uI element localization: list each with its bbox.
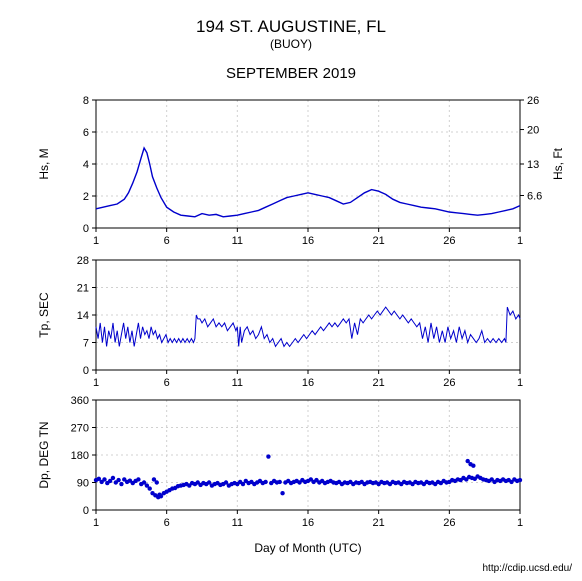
- xtick-label: 21: [373, 517, 385, 529]
- footer-url: http://cdip.ucsd.edu/: [482, 563, 572, 574]
- ytick-right-label: 20: [527, 125, 539, 137]
- ytick-label: 180: [71, 450, 89, 462]
- panel3-point: [280, 491, 284, 495]
- ytick-label: 28: [77, 255, 89, 267]
- panel3-point: [136, 477, 140, 481]
- ytick-label: 90: [77, 478, 89, 490]
- ytick-label: 21: [77, 283, 89, 295]
- ytick-label: 7: [83, 338, 89, 350]
- ytick-label: 8: [83, 95, 89, 107]
- panel3-point: [471, 463, 475, 467]
- panel3-point: [266, 454, 270, 458]
- xtick-label: 16: [302, 517, 314, 529]
- xtick-label: 1: [517, 235, 523, 247]
- yaxis-left-label: Tp, SEC: [37, 292, 51, 338]
- panel3-point: [111, 476, 115, 480]
- panel3-point: [119, 482, 123, 486]
- xtick-label: 6: [164, 235, 170, 247]
- xtick-label: 6: [164, 377, 170, 389]
- ytick-label: 6: [83, 127, 89, 139]
- xtick-label: 21: [373, 235, 385, 247]
- xtick-label: 26: [443, 517, 455, 529]
- xtick-label: 26: [443, 377, 455, 389]
- xtick-label: 16: [302, 377, 314, 389]
- panel3-point: [155, 480, 159, 484]
- chart-subtitle: (BUOY): [270, 37, 312, 51]
- panel3-point: [148, 486, 152, 490]
- panel3-point: [102, 477, 106, 481]
- chart-month: SEPTEMBER 2019: [226, 65, 356, 82]
- xtick-label: 1: [93, 517, 99, 529]
- panel3-point: [278, 480, 282, 484]
- xtick-label: 26: [443, 235, 455, 247]
- panel3-point: [116, 478, 120, 482]
- xtick-label: 1: [93, 377, 99, 389]
- ytick-label: 270: [71, 423, 89, 435]
- xtick-label: 11: [232, 377, 243, 389]
- xtick-label: 1: [517, 517, 523, 529]
- ytick-label: 0: [83, 505, 89, 517]
- yaxis-left-label: Dp, DEG TN: [37, 421, 51, 488]
- ytick-label: 4: [83, 159, 89, 171]
- ytick-right-label: 13: [527, 159, 539, 171]
- ytick-label: 0: [83, 365, 89, 377]
- ytick-right-label: 26: [527, 95, 539, 107]
- xtick-label: 1: [93, 235, 99, 247]
- ytick-label: 360: [71, 395, 89, 407]
- xtick-label: 1: [517, 377, 523, 389]
- xtick-label: 16: [302, 235, 314, 247]
- panel3-point: [518, 478, 522, 482]
- xaxis-label: Day of Month (UTC): [254, 541, 361, 555]
- ytick-label: 0: [83, 223, 89, 235]
- yaxis-right-label: Hs, Ft: [551, 147, 565, 180]
- yaxis-left-label: Hs, M: [37, 148, 51, 179]
- xtick-label: 6: [164, 517, 170, 529]
- ytick-right-label: 6.6: [527, 191, 542, 203]
- xtick-label: 11: [232, 235, 243, 247]
- ytick-label: 2: [83, 191, 89, 203]
- xtick-label: 21: [373, 377, 385, 389]
- chart-title: 194 ST. AUGUSTINE, FL: [196, 17, 386, 36]
- ytick-label: 14: [77, 310, 89, 322]
- xtick-label: 11: [232, 517, 243, 529]
- panel3-point: [263, 480, 267, 484]
